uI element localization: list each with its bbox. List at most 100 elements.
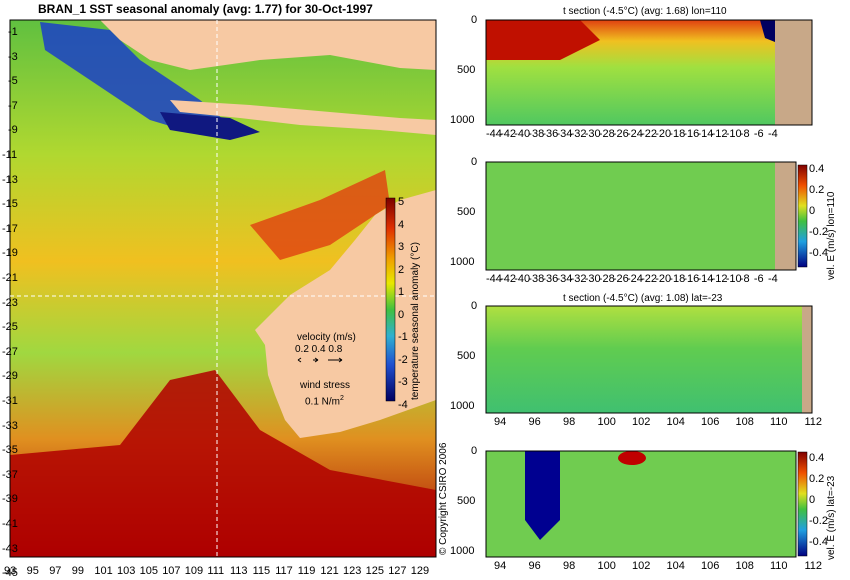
panel2-y-tick: 0 xyxy=(471,156,478,168)
panel2-frame xyxy=(485,161,797,271)
panel1-cold-patch xyxy=(760,20,775,42)
panel4-cbar-tick: 0.2 xyxy=(809,473,825,485)
land-indonesia xyxy=(100,20,436,70)
lon-tick-label: 127 xyxy=(388,565,407,577)
lat-tick-label: -11 xyxy=(2,149,18,161)
warm-coastal-region xyxy=(250,170,390,260)
panel2-x-tick: -38 xyxy=(528,273,545,285)
panel1-x-tick: -24 xyxy=(627,128,643,140)
panel2-cbar-tick: -0.4 xyxy=(809,247,828,259)
panel4-x-tick: 112 xyxy=(804,560,823,572)
panel3-title: t section (-4.5°C) (avg: 1.08) lat=-23 xyxy=(563,293,723,304)
lat-tick-label: -23 xyxy=(2,296,18,309)
panel1-x-tick: -18 xyxy=(669,128,686,140)
panel2-x-tick: -42 xyxy=(500,273,516,285)
panel3-x-tick: 108 xyxy=(735,416,754,428)
panel1-x-tick: -8 xyxy=(739,128,750,140)
panel2-x-tick: -36 xyxy=(542,273,559,285)
panel4-x-tick: 108 xyxy=(735,560,754,572)
panel1-x-tick: -6 xyxy=(753,128,764,140)
panel2-x-tick: -8 xyxy=(739,273,750,285)
panel1-title: t section (-4.5°C) (avg: 1.68) lon=110 xyxy=(563,6,727,17)
panel2-x-tick: -16 xyxy=(683,273,700,285)
colorbar-tick-label: 2 xyxy=(398,263,405,276)
panel2-x-tick: -12 xyxy=(711,273,728,285)
panel1-x-tick: -14 xyxy=(697,128,714,140)
colorbar-tick-label: -2 xyxy=(398,353,408,366)
panel3-y-tick: 1000 xyxy=(450,400,475,412)
panel1-x-tick: -4 xyxy=(768,128,778,140)
lat-tick-label: -21 xyxy=(2,272,18,284)
panel1-x-tick: -32 xyxy=(570,128,587,140)
panel1-y-tick: 500 xyxy=(457,64,476,76)
colorbar-tick-label: 5 xyxy=(398,196,405,208)
lon-tick-label: 93 xyxy=(4,565,17,577)
panel4-x-tick: 106 xyxy=(701,560,720,572)
panel1-x-tick: -20 xyxy=(655,128,672,140)
panel3-x-tick: 106 xyxy=(701,416,720,428)
panel4-x-tick: 94 xyxy=(494,560,507,572)
panel1-y-tick: 0 xyxy=(471,14,478,26)
panel2-colorbar-label: vel. E (m/s) lon=110 xyxy=(826,191,837,280)
lat-tick-label: -13 xyxy=(2,173,18,186)
lon-tick-label: 119 xyxy=(297,565,316,577)
copyright: © Copyright CSIRO 2006 xyxy=(438,442,449,555)
land-java xyxy=(170,100,436,135)
panel3-x-tick: 100 xyxy=(597,416,616,428)
lon-tick-label: 109 xyxy=(184,565,204,577)
panel2-cbar-tick: -0.2 xyxy=(809,226,828,238)
panel3-x-tick: 104 xyxy=(666,416,685,428)
lat-tick-label: -5 xyxy=(8,75,18,88)
wind-scale: 0.1 N/m2 xyxy=(305,395,344,408)
colorbar-tick-label: 4 xyxy=(398,218,405,231)
lat-tick-label: -17 xyxy=(2,222,18,235)
panel3-land xyxy=(802,306,812,413)
velocity-key-arrows xyxy=(297,357,343,363)
map-frame xyxy=(9,19,437,558)
panel3-frame xyxy=(485,305,813,414)
panel2-y-tick: 500 xyxy=(457,206,476,218)
panel2-colorbar xyxy=(797,164,808,268)
panel2-x-tick: -14 xyxy=(697,273,714,285)
lat-tick-label: -31 xyxy=(2,395,18,407)
lat-tick-label: -3 xyxy=(8,50,18,63)
warm-anomaly-region xyxy=(10,370,436,557)
panel3-x-tick: 96 xyxy=(528,416,541,428)
colorbar-tick-label: 3 xyxy=(398,241,405,253)
colorbar-tick-label: 1 xyxy=(398,286,405,298)
panel2-x-tick: -32 xyxy=(570,273,587,285)
lat-tick-label: -1 xyxy=(8,26,18,38)
lon-tick-label: 95 xyxy=(26,565,39,577)
panel2-x-tick: -18 xyxy=(669,273,686,285)
lon-tick-label: 111 xyxy=(207,565,225,577)
panel4-x-tick: 96 xyxy=(528,560,541,572)
panel2-x-tick: -4 xyxy=(768,273,778,285)
panel3-x-tick: 102 xyxy=(632,416,651,428)
panel1-x-tick: -16 xyxy=(683,128,700,140)
lat-tick-label: -15 xyxy=(2,198,18,211)
lat-tick-label: -45 xyxy=(2,567,18,580)
panel3-y-tick: 0 xyxy=(471,300,478,312)
lat-tick-label: -37 xyxy=(2,468,18,481)
panel4-x-tick: 110 xyxy=(770,560,788,572)
panel4-cbar-tick: 0 xyxy=(809,494,816,506)
panel4-cbar-tick: -0.2 xyxy=(809,515,828,527)
lon-tick-label: 105 xyxy=(139,565,158,577)
panel2-x-tick: -24 xyxy=(627,273,643,285)
map-title: BRAN_1 SST seasonal anomaly (avg: 1.77) … xyxy=(38,2,373,16)
panel2-x-tick: -6 xyxy=(753,273,764,285)
lat-tick-label: -19 xyxy=(2,247,18,260)
lon-tick-label: 117 xyxy=(275,565,293,577)
panel1-x-tick: -42 xyxy=(500,128,516,140)
panel1-x-tick: -10 xyxy=(725,128,742,140)
wind-label: wind stress xyxy=(300,380,351,391)
lon-tick-label: 121 xyxy=(320,565,339,577)
panel2-field xyxy=(486,162,796,270)
panel4-westward-jet xyxy=(525,451,560,540)
lon-tick-label: 123 xyxy=(343,565,362,577)
panel2-cbar-tick: 0.2 xyxy=(809,184,825,196)
velocity-label: velocity (m/s) xyxy=(297,332,356,343)
panel2-x-tick: -26 xyxy=(612,273,629,285)
panel1-x-tick: -40 xyxy=(514,128,531,140)
lat-tick-label: -35 xyxy=(2,444,18,457)
